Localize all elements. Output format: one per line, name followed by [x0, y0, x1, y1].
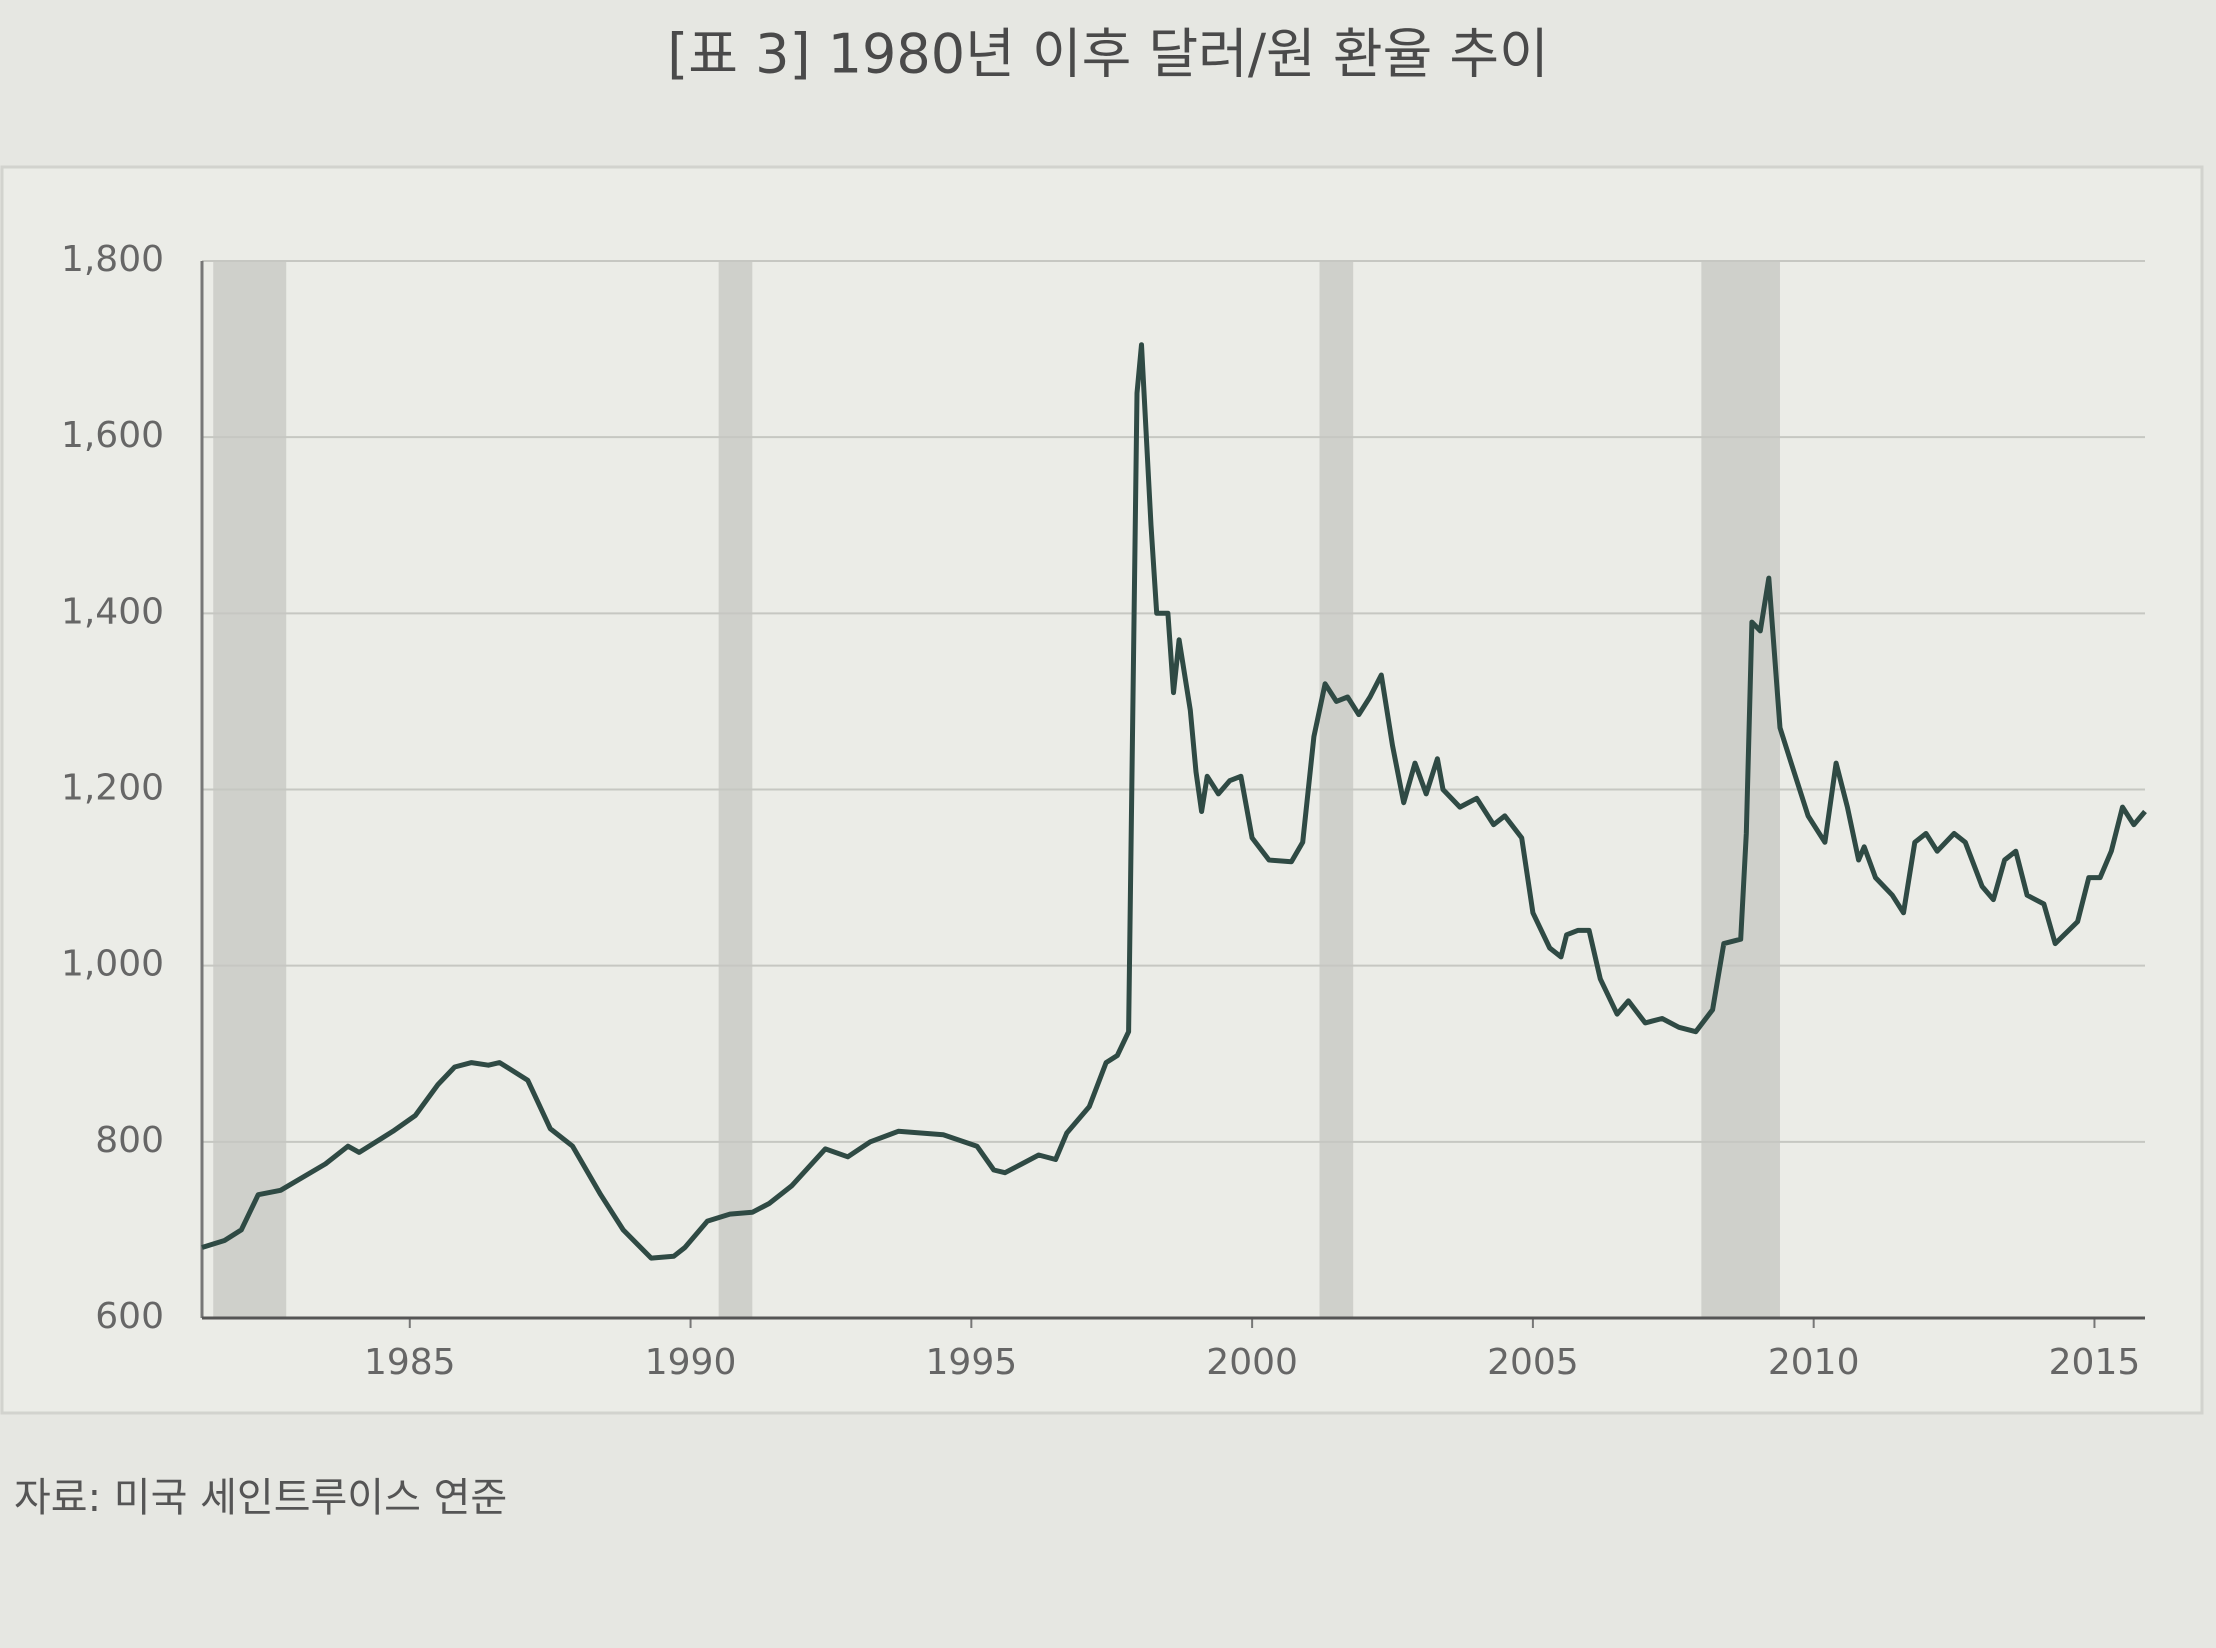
source-note: 자료: 미국 세인트루이스 연준 [14, 1475, 507, 1521]
x-tick-label: 1985 [364, 1342, 456, 1383]
y-tick-label: 1,000 [61, 944, 164, 985]
y-tick-label: 1,600 [61, 415, 164, 456]
y-tick-label: 1,400 [61, 591, 164, 632]
x-tick-label: 2010 [1768, 1342, 1860, 1383]
y-tick-label: 1,200 [61, 768, 164, 809]
y-tick-label: 600 [95, 1296, 164, 1337]
chart-title: [표 3] 1980년 이후 달러/원 환율 추이 [667, 23, 1549, 86]
x-tick-label: 1995 [926, 1342, 1018, 1383]
x-tick-label: 1990 [645, 1342, 737, 1383]
x-tick-label: 2000 [1206, 1342, 1298, 1383]
x-tick-label: 2015 [2049, 1342, 2141, 1383]
y-tick-label: 1,800 [61, 239, 164, 280]
exchange-rate-line [201, 342, 2147, 1261]
x-tick-label: 2005 [1487, 1342, 1579, 1383]
y-tick-label: 800 [95, 1120, 164, 1161]
